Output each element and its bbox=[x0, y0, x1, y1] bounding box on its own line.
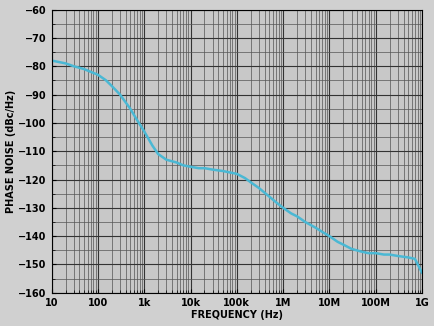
X-axis label: FREQUENCY (Hz): FREQUENCY (Hz) bbox=[191, 310, 282, 320]
Y-axis label: PHASE NOISE (dBc/Hz): PHASE NOISE (dBc/Hz) bbox=[6, 90, 16, 213]
